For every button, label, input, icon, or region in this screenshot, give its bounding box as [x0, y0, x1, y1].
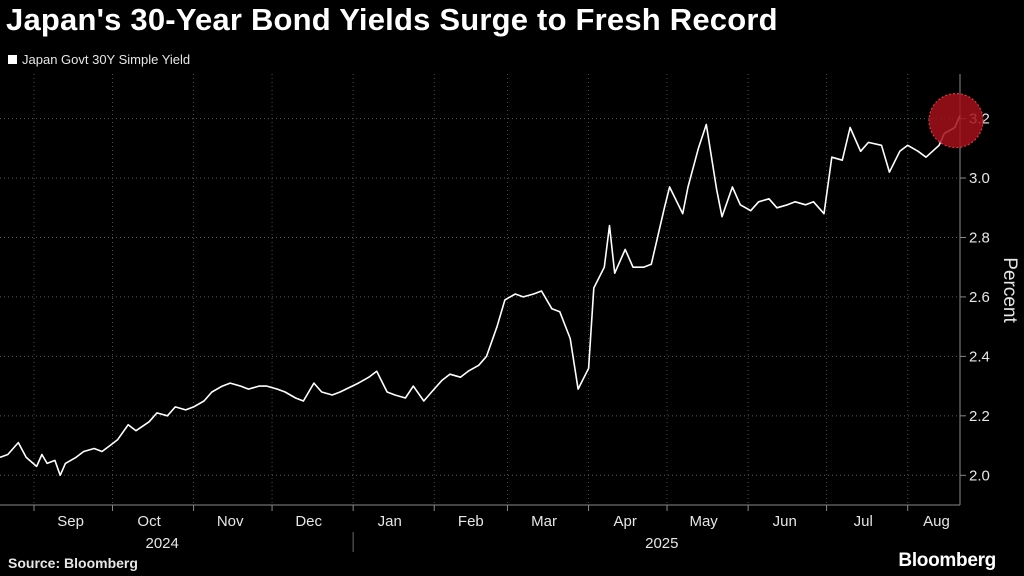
axes: 2.02.22.42.62.83.03.2SepOctNovDecJanFebM…	[0, 74, 1020, 552]
y-tick-label: 3.0	[969, 170, 990, 187]
series-line	[0, 115, 961, 477]
x-tick-label: Dec	[295, 513, 322, 530]
x-tick-label: May	[689, 513, 718, 530]
x-tick-label: Jun	[773, 513, 797, 530]
source-note: Source: Bloomberg	[8, 555, 138, 571]
y-tick-label: 2.0	[969, 467, 990, 484]
x-tick-label: Nov	[217, 513, 244, 530]
x-tick-label: Jul	[854, 513, 873, 530]
year-label: 2024	[145, 535, 178, 552]
x-tick-label: Mar	[531, 513, 557, 530]
bloomberg-logo: Bloomberg	[898, 550, 996, 571]
x-tick-label: Oct	[137, 513, 161, 530]
y-tick-label: 2.8	[969, 229, 990, 246]
y-tick-label: 2.2	[969, 408, 990, 425]
x-tick-label: Aug	[923, 513, 950, 530]
x-tick-label: Apr	[614, 513, 637, 530]
year-label: 2025	[645, 535, 678, 552]
y-axis-label: Percent	[999, 257, 1020, 323]
series-layer	[0, 115, 961, 477]
y-tick-label: 2.6	[969, 289, 990, 306]
legend-swatch	[8, 55, 17, 64]
highlight-layer	[928, 92, 984, 149]
record-highlight-circle	[928, 92, 984, 149]
legend: Japan Govt 30Y Simple Yield	[8, 52, 190, 67]
gridlines	[0, 74, 960, 505]
legend-label: Japan Govt 30Y Simple Yield	[22, 52, 191, 67]
x-tick-label: Feb	[458, 513, 484, 530]
x-tick-label: Sep	[57, 513, 84, 530]
y-tick-label: 2.4	[969, 348, 990, 365]
x-tick-label: Jan	[378, 513, 402, 530]
chart-title: Japan's 30-Year Bond Yields Surge to Fre…	[6, 2, 778, 37]
